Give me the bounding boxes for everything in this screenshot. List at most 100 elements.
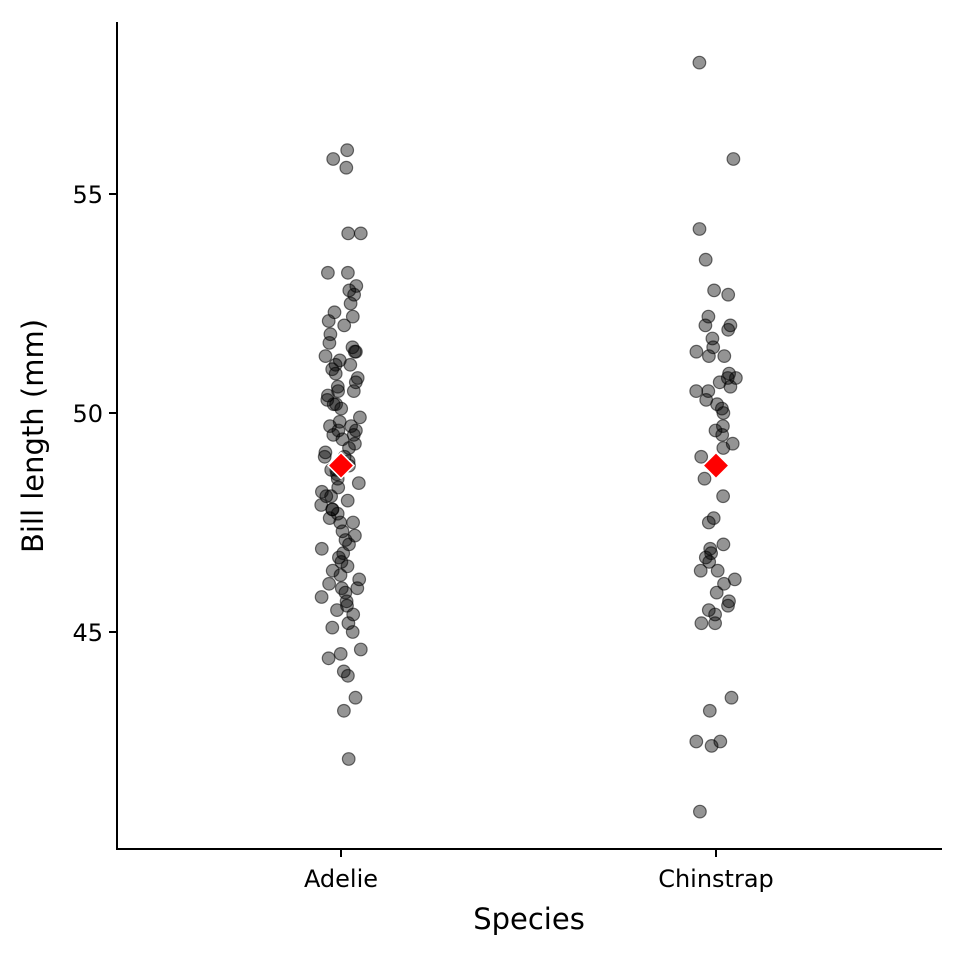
data-point-chinstrap — [692, 222, 707, 236]
data-point-chinstrap — [692, 55, 707, 70]
data-point-chinstrap — [698, 252, 713, 267]
data-point-chinstrap — [721, 598, 735, 613]
data-point-chinstrap — [693, 804, 707, 819]
data-point-adelie — [326, 152, 341, 166]
data-point-adelie — [350, 581, 365, 596]
data-point-adelie — [341, 752, 356, 766]
data-point-adelie — [334, 401, 349, 416]
data-point-chinstrap — [726, 152, 741, 166]
data-point-adelie — [328, 366, 343, 381]
data-point-adelie — [339, 160, 354, 175]
data-point-chinstrap — [694, 449, 709, 464]
data-point-adelie — [324, 489, 339, 504]
data-point-adelie — [341, 668, 355, 683]
x-axis-title: Species — [473, 902, 585, 936]
data-point-adelie — [318, 445, 333, 460]
means-layer — [326, 451, 731, 480]
data-point-adelie — [330, 379, 345, 394]
y-ticks: 45 50 55 — [72, 181, 117, 647]
data-point-chinstrap — [693, 563, 708, 578]
mean-marker-chinstrap — [701, 451, 731, 480]
data-point-chinstrap — [716, 537, 731, 552]
y-tick-label: 45 — [72, 619, 103, 647]
data-point-adelie — [348, 690, 363, 705]
data-point-chinstrap — [716, 441, 731, 455]
data-point-chinstrap — [708, 423, 723, 438]
data-point-adelie — [321, 314, 336, 328]
data-point-chinstrap — [715, 428, 730, 442]
data-point-adelie — [314, 541, 329, 556]
y-tick-label: 50 — [72, 400, 103, 428]
data-point-adelie — [337, 703, 351, 718]
data-point-adelie — [353, 226, 368, 241]
data-point-chinstrap — [697, 471, 712, 486]
data-point-adelie — [340, 493, 355, 508]
data-point-adelie — [322, 576, 337, 591]
data-point-chinstrap — [721, 322, 736, 337]
y-axis-title: Bill length (mm) — [16, 319, 50, 553]
data-point-adelie — [349, 279, 364, 293]
data-point-adelie — [325, 620, 340, 635]
data-point-chinstrap — [702, 703, 717, 718]
data-point-adelie — [333, 647, 348, 661]
data-point-chinstrap — [704, 739, 719, 753]
data-point-adelie — [345, 625, 360, 639]
data-point-adelie — [322, 336, 337, 350]
x-tick-label-chinstrap: Chinstrap — [658, 865, 774, 893]
mean-marker-adelie — [326, 451, 356, 480]
data-point-adelie — [346, 384, 361, 399]
y-tick-label: 55 — [72, 181, 103, 209]
data-point-chinstrap — [709, 585, 724, 600]
data-point-adelie — [321, 651, 336, 666]
data-point-chinstrap — [707, 283, 721, 298]
data-point-chinstrap — [694, 616, 709, 631]
data-point-adelie — [346, 515, 361, 530]
data-point-chinstrap — [724, 690, 739, 705]
data-point-adelie — [333, 568, 348, 582]
data-point-adelie — [335, 524, 350, 539]
data-point-chinstrap — [689, 384, 704, 399]
data-point-adelie — [341, 226, 356, 241]
data-point-adelie — [343, 357, 358, 372]
data-point-adelie — [339, 594, 354, 609]
data-point-adelie — [317, 449, 332, 464]
data-point-chinstrap — [710, 563, 725, 578]
axes-layer — [116, 22, 942, 850]
data-point-adelie — [330, 603, 344, 617]
data-point-chinstrap — [723, 379, 738, 394]
data-point-adelie — [343, 296, 358, 311]
data-point-adelie — [330, 506, 345, 521]
data-point-chinstrap — [698, 318, 713, 333]
data-point-chinstrap — [716, 489, 730, 504]
data-point-adelie — [345, 309, 360, 324]
x-tick-label-adelie: Adelie — [304, 865, 378, 893]
data-point-adelie — [325, 563, 340, 578]
data-point-chinstrap — [717, 349, 732, 364]
data-point-adelie — [353, 410, 367, 425]
data-point-chinstrap — [716, 406, 731, 420]
data-point-chinstrap — [701, 515, 716, 530]
data-point-adelie — [321, 265, 335, 280]
data-point-chinstrap — [713, 734, 728, 749]
data-point-chinstrap — [702, 555, 717, 569]
data-point-chinstrap — [721, 287, 736, 302]
data-point-adelie — [351, 476, 366, 491]
data-point-adelie — [314, 590, 329, 604]
data-point-adelie — [318, 349, 333, 364]
data-point-chinstrap — [701, 309, 716, 324]
data-point-adelie — [353, 642, 368, 657]
data-point-chinstrap — [717, 576, 731, 591]
data-point-adelie — [347, 344, 362, 359]
points-layer — [314, 55, 743, 819]
data-point-chinstrap — [702, 349, 716, 364]
data-point-adelie — [340, 143, 355, 158]
data-point-adelie — [347, 287, 362, 302]
data-point-chinstrap — [689, 734, 704, 749]
data-point-adelie — [323, 419, 337, 434]
data-point-adelie — [341, 265, 355, 280]
data-point-adelie — [337, 318, 352, 333]
x-ticks: Adelie Chinstrap — [304, 849, 774, 893]
data-point-chinstrap — [708, 616, 722, 631]
data-point-chinstrap — [689, 344, 704, 359]
